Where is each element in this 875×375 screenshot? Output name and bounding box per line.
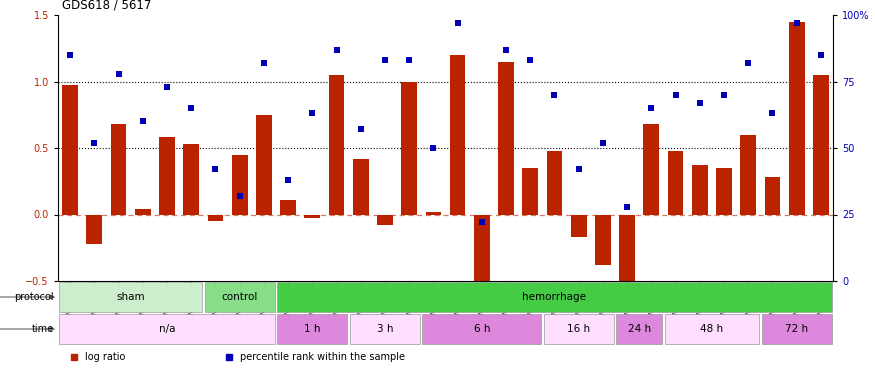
Text: n/a: n/a <box>158 324 175 334</box>
Point <box>233 193 247 199</box>
Point <box>571 166 585 172</box>
Point <box>136 118 150 124</box>
Bar <box>522 168 538 214</box>
Bar <box>547 151 563 214</box>
Point <box>426 145 440 151</box>
Bar <box>450 55 466 214</box>
Bar <box>87 214 102 244</box>
Bar <box>159 137 175 214</box>
Point <box>257 60 271 66</box>
Text: GDS618 / 5617: GDS618 / 5617 <box>62 0 151 11</box>
FancyBboxPatch shape <box>350 314 420 344</box>
Bar <box>595 214 611 265</box>
Bar <box>62 86 78 214</box>
Text: 3 h: 3 h <box>377 324 393 334</box>
Point <box>354 126 367 132</box>
Point <box>111 70 125 76</box>
Bar <box>620 214 635 292</box>
FancyBboxPatch shape <box>423 314 541 344</box>
FancyBboxPatch shape <box>277 314 347 344</box>
Text: control: control <box>221 292 258 302</box>
FancyBboxPatch shape <box>60 314 275 344</box>
Point <box>789 20 803 26</box>
Text: 72 h: 72 h <box>785 324 808 334</box>
Point <box>620 204 634 210</box>
Bar <box>329 75 345 214</box>
Bar <box>498 62 514 214</box>
Bar <box>788 22 804 214</box>
Point <box>523 57 537 63</box>
Text: time: time <box>31 324 53 334</box>
Point <box>451 20 465 26</box>
Text: 24 h: 24 h <box>627 324 651 334</box>
Bar <box>304 214 320 219</box>
Point <box>693 100 707 106</box>
Text: percentile rank within the sample: percentile rank within the sample <box>240 352 405 362</box>
Point <box>475 219 489 225</box>
Bar <box>570 214 586 237</box>
Bar <box>232 154 248 214</box>
Bar <box>668 151 683 214</box>
Text: 6 h: 6 h <box>473 324 490 334</box>
Bar <box>716 168 732 214</box>
Point <box>766 110 780 116</box>
Point <box>185 105 199 111</box>
Point <box>499 46 513 53</box>
Point <box>644 105 658 111</box>
Point <box>160 84 174 90</box>
FancyBboxPatch shape <box>665 314 760 344</box>
Bar <box>402 81 417 214</box>
Bar <box>353 159 368 214</box>
Point <box>208 166 222 172</box>
Point <box>548 92 562 98</box>
Point <box>814 52 828 58</box>
Bar <box>256 115 272 214</box>
Bar <box>184 144 200 214</box>
Point <box>402 57 416 63</box>
Bar <box>474 214 490 294</box>
Point <box>596 140 610 146</box>
FancyBboxPatch shape <box>543 314 614 344</box>
Point <box>741 60 755 66</box>
Bar <box>643 124 659 214</box>
Text: hemorrhage: hemorrhage <box>522 292 586 302</box>
Point <box>88 140 102 146</box>
Point <box>281 177 295 183</box>
Point <box>668 92 682 98</box>
Point <box>63 52 77 58</box>
Bar <box>280 200 296 214</box>
Text: log ratio: log ratio <box>85 352 125 362</box>
Bar <box>207 214 223 221</box>
Bar <box>425 212 441 214</box>
FancyBboxPatch shape <box>205 282 275 312</box>
Point <box>717 92 731 98</box>
FancyBboxPatch shape <box>60 282 202 312</box>
Bar <box>740 135 756 214</box>
Bar <box>135 209 150 214</box>
Text: sham: sham <box>116 292 145 302</box>
FancyBboxPatch shape <box>277 282 832 312</box>
Text: 1 h: 1 h <box>304 324 320 334</box>
Point <box>305 110 319 116</box>
Text: 48 h: 48 h <box>700 324 724 334</box>
Text: 16 h: 16 h <box>567 324 591 334</box>
Bar <box>110 124 126 214</box>
Bar <box>377 214 393 225</box>
Point <box>378 57 392 63</box>
Bar <box>765 177 780 214</box>
Point <box>330 46 344 53</box>
Text: protocol: protocol <box>14 292 53 302</box>
FancyBboxPatch shape <box>616 314 662 344</box>
FancyBboxPatch shape <box>761 314 832 344</box>
Bar <box>813 75 829 214</box>
Bar <box>692 165 708 214</box>
